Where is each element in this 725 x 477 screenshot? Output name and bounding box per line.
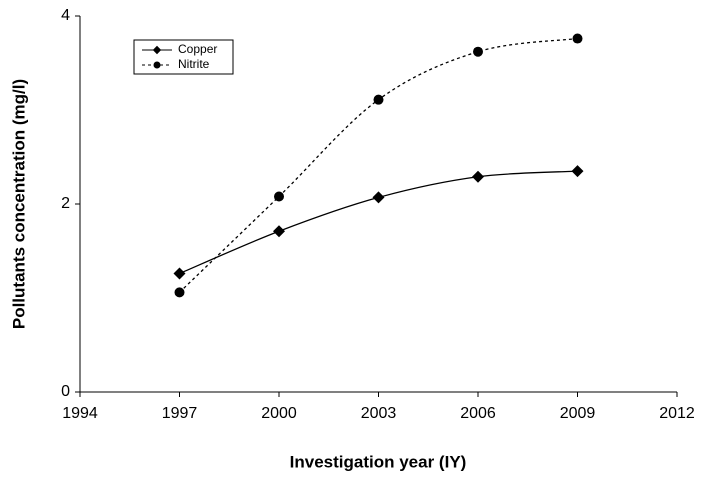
marker <box>572 33 583 44</box>
x-tick-label: 1994 <box>62 405 98 422</box>
legend-label: Nitrite <box>178 57 210 71</box>
x-tick-label: 2012 <box>659 405 695 422</box>
legend-box <box>133 39 234 75</box>
x-axis-label: Investigation year (IY) <box>290 452 467 471</box>
legend-label: Copper <box>178 42 217 56</box>
x-tick-label: 2003 <box>361 405 397 422</box>
y-tick-label: 4 <box>61 7 70 24</box>
x-tick-label: 2000 <box>261 405 297 422</box>
x-tick-label: 2006 <box>460 405 496 422</box>
marker <box>473 46 483 57</box>
x-tick-label: 2009 <box>560 405 596 422</box>
y-tick-label: 2 <box>61 195 70 212</box>
marker <box>273 225 285 238</box>
marker <box>571 165 584 178</box>
marker <box>372 191 385 204</box>
y-tick-label: 0 <box>61 383 70 400</box>
marker <box>472 170 484 183</box>
marker <box>173 267 186 280</box>
series-line <box>179 170 578 275</box>
marker <box>153 61 161 69</box>
marker <box>174 287 185 298</box>
series-line <box>179 37 578 293</box>
x-tick-label: 1997 <box>162 405 198 422</box>
y-axis-label: Pollutants concentration (mg/l) <box>9 79 28 329</box>
marker <box>274 191 284 202</box>
marker <box>373 94 384 105</box>
